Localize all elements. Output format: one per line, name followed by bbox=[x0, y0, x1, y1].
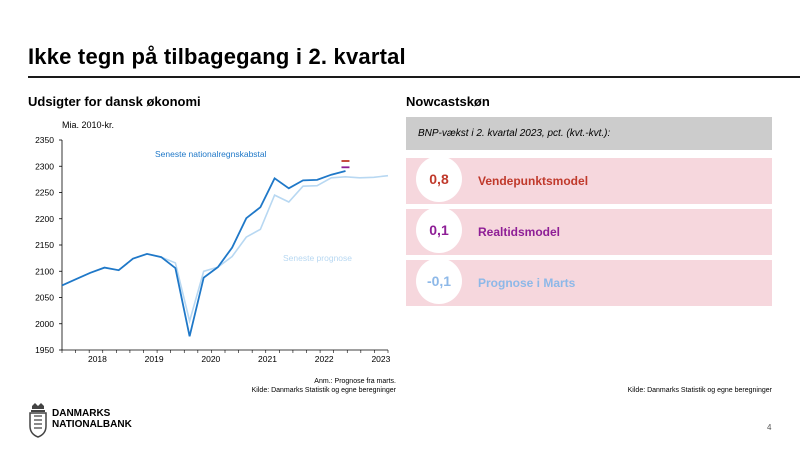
nowcast-label: Prognose i Marts bbox=[478, 276, 576, 290]
y-tick-label: 2100 bbox=[35, 266, 54, 276]
nationalbank-crest-icon bbox=[29, 403, 47, 438]
nowcast-value: 0,1 bbox=[429, 222, 449, 238]
y-tick-label: 2200 bbox=[35, 214, 54, 224]
y-tick-label: 2050 bbox=[35, 293, 54, 303]
left-subtitle: Udsigter for dansk økonomi bbox=[28, 94, 201, 109]
series-label-nationalregnskab: Seneste nationalregnskabstal bbox=[155, 149, 267, 159]
nowcast-header-text: BNP-vækst i 2. kvartal 2023, pct. (kvt.-… bbox=[418, 128, 611, 139]
y-tick-label: 2150 bbox=[35, 240, 54, 250]
nowcast-label: Realtidsmodel bbox=[478, 225, 561, 239]
nowcast-value-badge: 0,8 bbox=[416, 156, 462, 202]
nowcast-value-badge: 0,1 bbox=[416, 207, 462, 253]
x-tick-label: 2020 bbox=[201, 354, 220, 364]
nationalbank-logo-text: DANMARKS NATIONALBANK bbox=[52, 408, 132, 430]
y-tick-label: 2350 bbox=[35, 135, 54, 145]
nowcast-header: BNP-vækst i 2. kvartal 2023, pct. (kvt.-… bbox=[406, 117, 772, 150]
y-tick-label: 2000 bbox=[35, 319, 54, 329]
y-tick-label: 2300 bbox=[35, 161, 54, 171]
nowcast-source: Kilde: Danmarks Statistik og egne beregn… bbox=[627, 387, 772, 394]
nowcast-row-prognose: -0,1 Prognose i Marts bbox=[406, 258, 772, 306]
x-tick-label: 2018 bbox=[88, 354, 107, 364]
y-tick-label: 1950 bbox=[35, 345, 54, 355]
x-tick-label: 2022 bbox=[315, 354, 334, 364]
x-tick-label: 2019 bbox=[145, 354, 164, 364]
nowcast-row-realtid: 0,1 Realtidsmodel bbox=[406, 207, 772, 255]
logo-line2: NATIONALBANK bbox=[52, 419, 132, 430]
nowcast-row-vendepunkt: 0,8 Vendepunktsmodel bbox=[406, 156, 772, 204]
x-tick-label: 2023 bbox=[371, 354, 390, 364]
gdp-line-chart: 1950 2000 2050 2100 2150 2200 2250 2300 2350 201… bbox=[35, 135, 391, 364]
y-tick-label: 2250 bbox=[35, 188, 54, 198]
series-line-prognose bbox=[160, 174, 389, 325]
x-tick-label: 2021 bbox=[258, 354, 277, 364]
right-subtitle: Nowcastskøn bbox=[406, 94, 490, 109]
nowcast-value: -0,1 bbox=[426, 273, 452, 289]
page-number: 4 bbox=[767, 423, 772, 432]
nowcast-value-badge: -0,1 bbox=[416, 258, 462, 304]
nowcast-value: 0,8 bbox=[429, 171, 449, 187]
title-rule bbox=[28, 76, 800, 78]
y-axis-unit: Mia. 2010-kr. bbox=[62, 120, 115, 130]
series-label-prognose: Seneste prognose bbox=[283, 253, 352, 263]
nowcast-label: Vendepunktsmodel bbox=[478, 174, 589, 188]
chart-source: Kilde: Danmarks Statistik og egne beregn… bbox=[251, 387, 396, 394]
slide-title: Ikke tegn på tilbagegang i 2. kvartal bbox=[28, 44, 406, 69]
logo-line1: DANMARKS bbox=[52, 408, 111, 419]
chart-note: Anm.: Prognose fra marts. bbox=[314, 378, 396, 385]
series-line-nationalregnskab bbox=[61, 170, 346, 337]
